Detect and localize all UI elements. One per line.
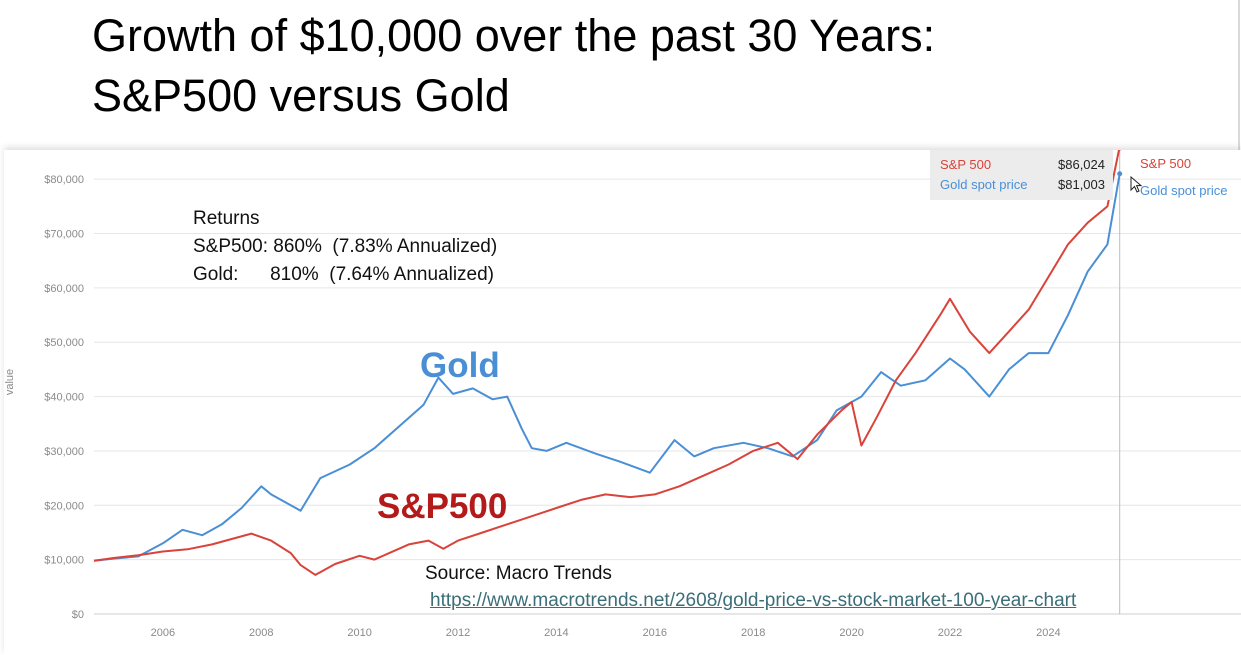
line-chart: $0 $10,000 $20,000 $30,000 $40,000 $50,000 $60… (4, 150, 1241, 639)
y-tick-label: $0 (72, 609, 84, 621)
y-tick-label: $70,000 (44, 229, 84, 241)
tooltip-gold-name: Gold spot price (940, 177, 1028, 192)
series-lines (93, 150, 1121, 576)
x-axis-ticks: 2006 2008 2010 2012 2014 2016 2018 2020 2022 2024 (94, 613, 1241, 639)
returns-heading: Returns (193, 208, 260, 229)
x-tick-label: 2022 (938, 627, 962, 639)
x-tick-label: 2024 (1036, 627, 1060, 639)
gold-end-label: Gold spot price (1140, 183, 1228, 198)
gold-endpoint (1117, 171, 1123, 177)
y-tick-label: $80,000 (44, 174, 84, 186)
x-tick-label: 2006 (151, 627, 175, 639)
grid-lines (94, 178, 1241, 615)
y-tick-label: $40,000 (44, 392, 84, 404)
y-tick-label: $20,000 (44, 500, 84, 512)
returns-sp: S&P500: 860% (7.83% Annualized) (193, 236, 498, 257)
y-tick-label: $50,000 (44, 337, 84, 349)
x-tick-label: 2008 (249, 627, 273, 639)
y-axis-ticks: $0 $10,000 $20,000 $30,000 $40,000 $50,000 $60… (44, 174, 84, 621)
gold-series-line (93, 173, 1121, 562)
y-tick-label: $30,000 (44, 446, 84, 458)
hover-tooltip: S&P 500 $86,024 Gold spot price $81,003 (930, 150, 1113, 200)
sp500-end-label: S&P 500 (1140, 156, 1192, 171)
source-link[interactable]: https://www.macrotrends.net/2608/gold-pr… (430, 590, 1077, 611)
slide-title-line-1: Growth of $10,000 over the past 30 Years… (92, 10, 936, 61)
x-tick-label: 2010 (347, 627, 371, 639)
y-axis-title: value (4, 369, 16, 395)
tooltip-sp-name: S&P 500 (940, 157, 992, 172)
chart-panel: $0 $10,000 $20,000 $30,000 $40,000 $50,000 $60… (4, 150, 1241, 655)
x-tick-label: 2018 (741, 627, 765, 639)
tooltip-gold-value: $81,003 (1058, 177, 1105, 192)
y-tick-label: $60,000 (44, 283, 84, 295)
x-tick-label: 2012 (446, 627, 470, 639)
returns-box: Returns S&P500: 860% (7.83% Annualized) … (193, 205, 497, 289)
x-tick-label: 2016 (643, 627, 667, 639)
series-endpoints (1117, 150, 1123, 177)
sp500-series-line (93, 150, 1120, 576)
tooltip-sp-value: $86,024 (1058, 157, 1105, 172)
title-divider (1238, 0, 1240, 150)
x-tick-label: 2014 (544, 627, 568, 639)
returns-gold: Gold: 810% (7.64% Annualized) (193, 264, 495, 285)
source-label: Source: Macro Trends (425, 563, 612, 584)
gold-annotation: Gold (420, 346, 500, 385)
slide-title-line-2: S&P500 versus Gold (92, 70, 510, 121)
slide-title-area: Growth of $10,000 over the past 30 Years… (0, 0, 1241, 150)
y-tick-label: $10,000 (44, 555, 84, 567)
x-tick-label: 2020 (839, 627, 863, 639)
mouse-pointer-icon (1130, 176, 1143, 193)
sp500-annotation: S&P500 (377, 487, 508, 526)
